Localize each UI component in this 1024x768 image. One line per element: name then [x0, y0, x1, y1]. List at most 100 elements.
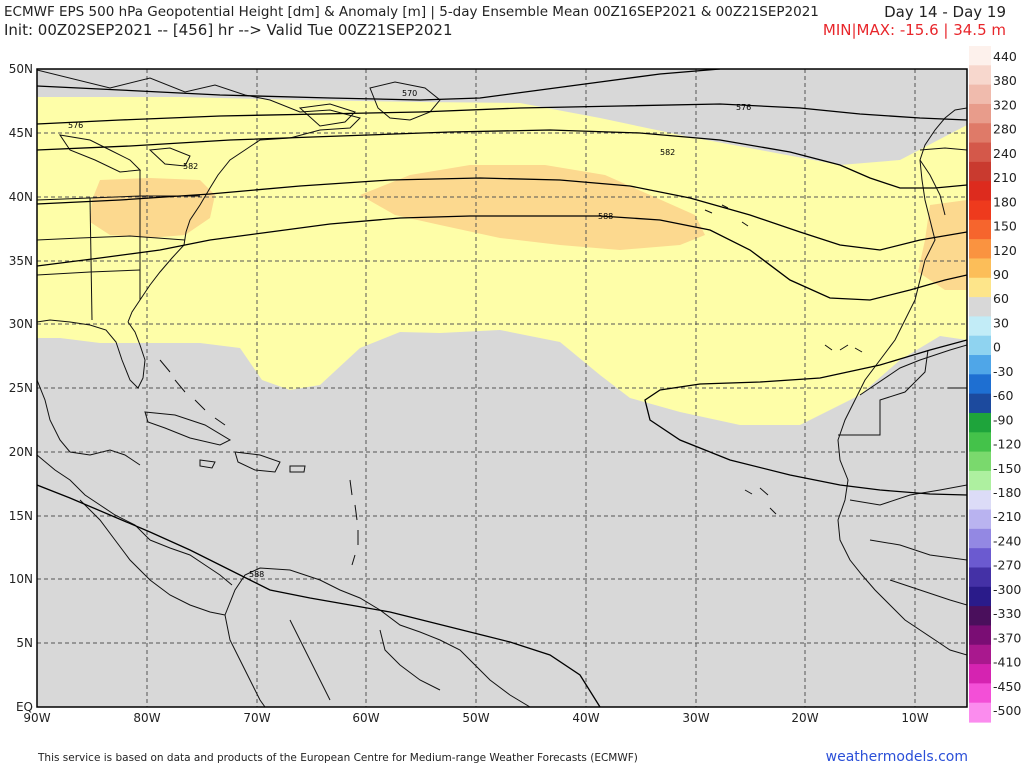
colorbar-swatch	[969, 528, 991, 549]
colorbar-tick-label: 320	[993, 97, 1017, 112]
colorbar-tick-label: -60	[993, 388, 1013, 403]
contour-576-a	[37, 103, 967, 125]
contour-588	[37, 215, 967, 301]
colorbar-tick-label: -410	[993, 655, 1021, 670]
colorbar-swatch	[969, 509, 991, 530]
colorbar-tick-label: 180	[993, 194, 1017, 209]
colorbar-tick-label: -240	[993, 533, 1021, 548]
colorbar-swatch	[969, 412, 991, 433]
lon-label: 90W	[23, 711, 50, 725]
colorbar-swatch	[969, 393, 991, 414]
colorbar-swatch	[969, 258, 991, 279]
colorbar-tick-label: -300	[993, 582, 1021, 597]
colorbar-swatch	[969, 316, 991, 337]
map-frame	[36, 68, 968, 708]
anomaly-60-area-west	[90, 178, 215, 238]
data-credit: This service is based on data and produc…	[38, 752, 638, 764]
colorbar-swatch	[969, 123, 991, 144]
lon-label: 30W	[682, 711, 709, 725]
colorbar-swatch	[969, 606, 991, 627]
colorbar-swatch	[969, 470, 991, 491]
colorbar-swatch	[969, 181, 991, 202]
lat-label: 10N	[9, 572, 33, 586]
colorbar-tick-label: 380	[993, 73, 1017, 88]
brand-link[interactable]: weathermodels.com	[825, 749, 968, 765]
colorbar-swatch	[969, 355, 991, 375]
lat-label: 50N	[9, 62, 33, 76]
colorbar-swatch	[969, 490, 991, 511]
colorbar-swatch	[969, 219, 991, 240]
colorbar-swatch	[969, 46, 991, 66]
contour-576-b	[37, 129, 967, 189]
colorbar-swatch	[969, 84, 991, 105]
colorbar-tick-label: -330	[993, 606, 1021, 621]
colorbar-tick-label: 90	[993, 267, 1009, 282]
lon-label: 20W	[791, 711, 818, 725]
lat-label: 35N	[9, 254, 33, 268]
map-field: 570 576 582 588 576 582 588	[37, 69, 967, 707]
contour-label: 588	[598, 212, 613, 221]
lon-axis: 90W 80W 70W 60W 50W 40W 30W 20W 10W	[23, 711, 928, 725]
anomaly-60-area-central	[360, 165, 705, 250]
colorbar-tick-label: -370	[993, 630, 1021, 645]
colorbar-swatch	[969, 200, 991, 221]
anomaly-colorbar-ticks: 440 380 320 280 240 210 180 150 120 90 60 30 0 -30 -60…	[993, 49, 1021, 718]
colorbar-swatch	[969, 586, 991, 607]
colorbar-swatch	[969, 103, 991, 124]
colorbar-swatch	[969, 335, 991, 356]
colorbar-swatch	[969, 65, 991, 86]
colorbar-swatch	[969, 625, 991, 646]
contour-label: 588	[249, 570, 264, 579]
colorbar-tick-label: -180	[993, 485, 1021, 500]
lon-label: 50W	[462, 711, 489, 725]
lat-label: 5N	[16, 636, 33, 650]
colorbar-swatch	[969, 161, 991, 182]
contour-label: 576	[736, 103, 751, 112]
lat-label: 45N	[9, 126, 33, 140]
colorbar-tick-label: 60	[993, 291, 1009, 306]
min-max-readout: MIN|MAX: -15.6 | 34.5 m	[822, 21, 1006, 39]
contour-588-south	[644, 339, 967, 496]
colorbar-tick-label: 0	[993, 340, 1001, 355]
colorbar-tick-label: 210	[993, 170, 1017, 185]
lon-label: 60W	[352, 711, 379, 725]
contour-label: 576	[68, 121, 83, 130]
colorbar-tick-label: 150	[993, 219, 1017, 234]
colorbar-swatch	[969, 277, 991, 298]
colorbar-tick-label: -90	[993, 412, 1013, 427]
colorbar-tick-label: 120	[993, 243, 1017, 258]
lon-label: 40W	[572, 711, 599, 725]
height-contours	[37, 69, 967, 707]
colorbar-tick-label: -450	[993, 679, 1021, 694]
colorbar-swatch	[969, 142, 991, 163]
contour-label-group: 570 576 582 588 576 582 588	[68, 89, 751, 579]
contour-582	[37, 177, 967, 251]
map-title: ECMWF EPS 500 hPa Geopotential Height [d…	[4, 4, 819, 20]
contour-label: 570	[402, 89, 417, 98]
colorbar-swatch	[969, 297, 991, 317]
colorbar-swatch	[969, 548, 991, 569]
colorbar-swatch	[969, 239, 991, 260]
lat-label: 15N	[9, 509, 33, 523]
day-range: Day 14 - Day 19	[884, 3, 1006, 21]
colorbar-tick-label: -30	[993, 364, 1013, 379]
colorbar-swatch	[969, 374, 991, 395]
colorbar-tick-label: 280	[993, 122, 1017, 137]
colorbar-tick-label: 440	[993, 49, 1017, 64]
lat-label: 30N	[9, 317, 33, 331]
colorbar-swatch	[969, 567, 991, 588]
contour-570	[37, 69, 721, 101]
init-valid-line: Init: 00Z02SEP2021 -- [456] hr --> Valid…	[4, 21, 453, 39]
lat-label: EQ	[16, 700, 33, 714]
lon-label: 10W	[901, 711, 928, 725]
colorbar-tick-label: 30	[993, 315, 1009, 330]
colorbar-tick-label: -500	[993, 703, 1021, 718]
colorbar-swatch	[969, 664, 991, 684]
colorbar-tick-label: -210	[993, 509, 1021, 524]
anomaly-colorbar	[969, 46, 991, 723]
colorbar-swatch	[969, 644, 991, 665]
contour-588-tropic	[37, 484, 601, 707]
lat-label: 20N	[9, 445, 33, 459]
colorbar-swatch	[969, 702, 991, 723]
